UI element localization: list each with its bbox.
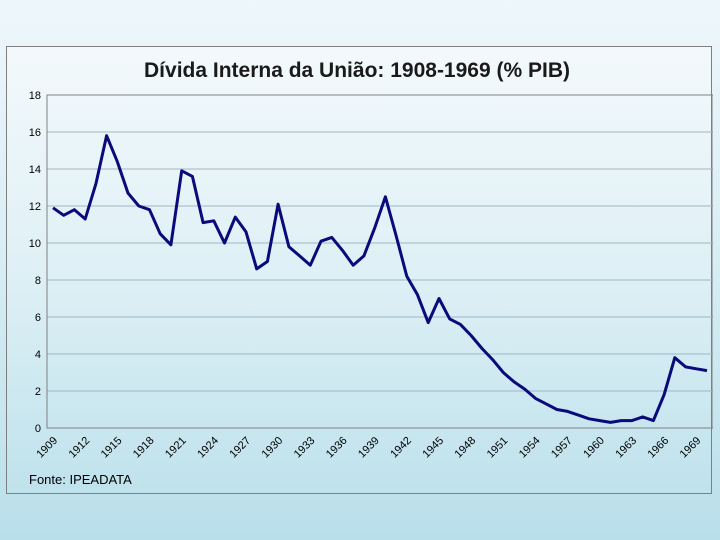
x-tick-label: 1939 xyxy=(356,435,382,461)
y-tick-label: 10 xyxy=(29,238,41,250)
y-tick-label: 12 xyxy=(29,201,41,213)
chart-title: Dívida Interna da União: 1908-1969 (% PI… xyxy=(144,59,570,82)
plot-area xyxy=(46,94,713,429)
y-tick-label: 8 xyxy=(35,275,41,287)
source-note: Fonte: IPEADATA xyxy=(29,472,132,487)
x-tick-label: 1942 xyxy=(388,435,414,461)
y-tick-label: 16 xyxy=(29,127,41,139)
x-axis-ticks: 1909 1912 1915 1918 1921 1924 1927 1930 1933 1936… xyxy=(34,435,703,461)
x-tick-label: 1963 xyxy=(613,435,639,461)
x-tick-label: 1924 xyxy=(195,435,221,461)
x-tick-label: 1933 xyxy=(292,435,318,461)
x-tick-label: 1915 xyxy=(99,435,125,461)
x-tick-label: 1945 xyxy=(420,435,446,461)
x-tick-label: 1954 xyxy=(517,435,543,461)
y-tick-label: 4 xyxy=(35,349,41,361)
x-tick-label: 1948 xyxy=(453,435,479,461)
x-tick-label: 1921 xyxy=(163,435,189,461)
x-tick-label: 1966 xyxy=(646,435,672,461)
x-tick-label: 1927 xyxy=(227,435,253,461)
x-tick-label: 1957 xyxy=(549,435,575,461)
x-tick-label: 1960 xyxy=(581,435,607,461)
x-tick-label: 1930 xyxy=(260,435,286,461)
y-tick-label: 0 xyxy=(35,423,41,435)
y-tick-label: 14 xyxy=(29,164,41,176)
x-tick-label: 1909 xyxy=(34,435,60,461)
x-tick-label: 1912 xyxy=(67,435,93,461)
chart-frame: Dívida Interna da União: 1908-1969 (% PI… xyxy=(6,46,713,494)
x-tick-label: 1918 xyxy=(131,435,157,461)
y-tick-label: 6 xyxy=(35,312,41,324)
y-tick-label: 2 xyxy=(35,386,41,398)
gridlines xyxy=(47,94,713,429)
line-chart: Dívida Interna da União: 1908-1969 (% PI… xyxy=(29,59,713,487)
x-tick-label: 1969 xyxy=(678,435,704,461)
x-tick-label: 1936 xyxy=(324,435,350,461)
x-tick-label: 1951 xyxy=(485,435,511,461)
y-axis-ticks: 0 2 4 6 8 10 12 14 16 18 xyxy=(29,90,41,435)
y-tick-label: 18 xyxy=(29,90,41,102)
series-line xyxy=(52,134,708,424)
